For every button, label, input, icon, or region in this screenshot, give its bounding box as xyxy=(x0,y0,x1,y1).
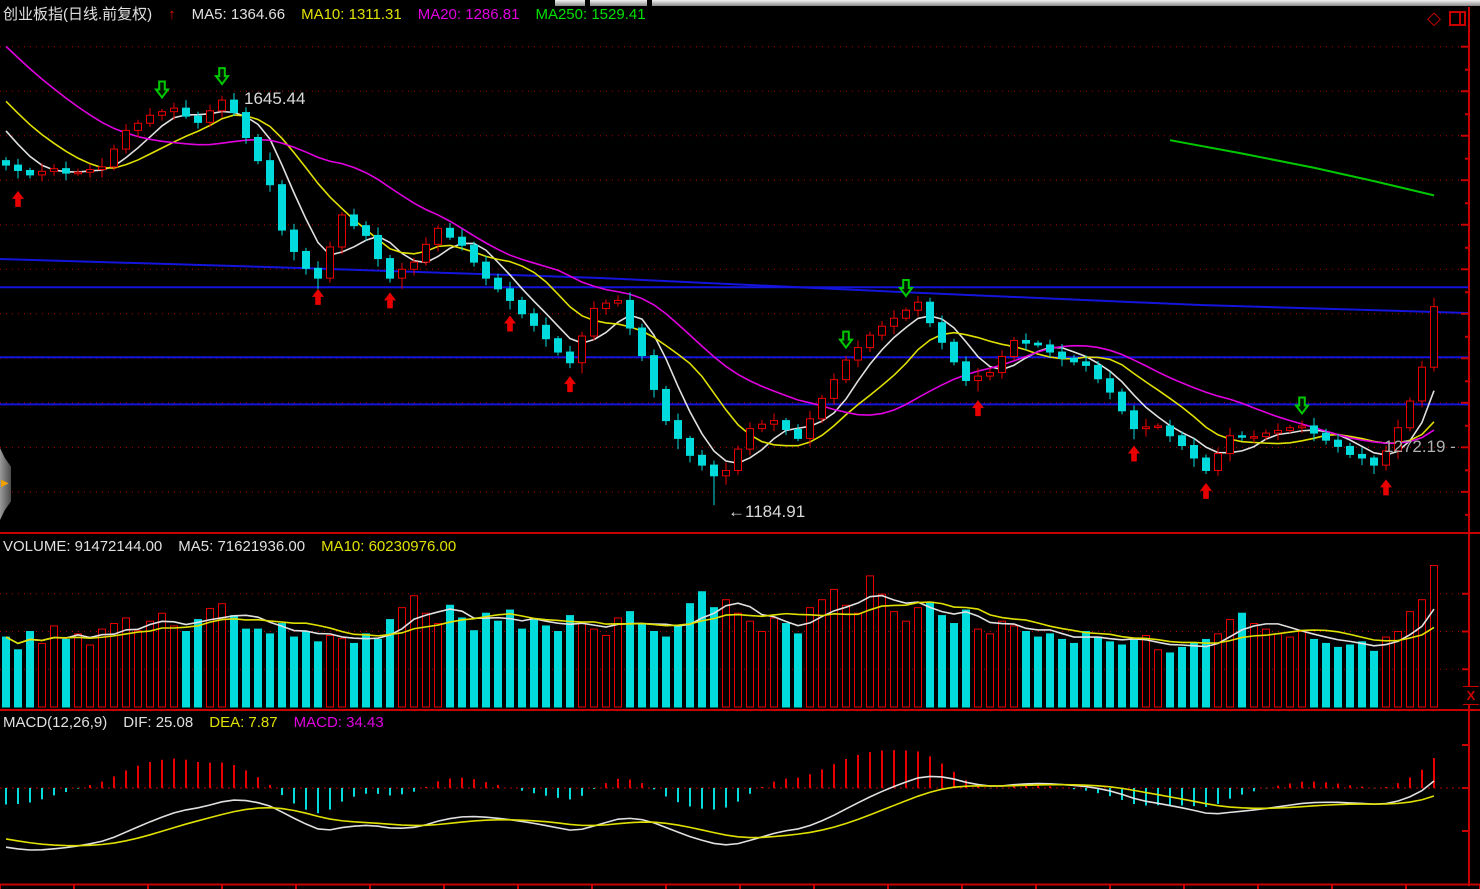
toolbar-notch xyxy=(585,0,590,6)
toolbar-notch xyxy=(647,0,652,6)
macd-params: MACD(12,26,9) xyxy=(3,714,108,731)
macd-value: MACD: 34.43 xyxy=(293,714,384,731)
ma5-value: MA5: 1364.66 xyxy=(191,6,286,23)
dea-value: DEA: 7.87 xyxy=(209,714,278,731)
top-toolbar-strip xyxy=(555,0,1480,6)
split-window-icon[interactable] xyxy=(1449,10,1466,26)
instrument-title: 创业板指(日线.前复权) xyxy=(3,6,153,23)
price-pane-header: 创业板指(日线.前复权) ↑ MA5: 1364.66 MA10: 1311.3… xyxy=(3,5,646,25)
close-indicator-button[interactable]: X xyxy=(1463,686,1479,705)
svg-text:1645.44: 1645.44 xyxy=(244,89,305,108)
ma20-value: MA20: 1286.81 xyxy=(417,6,520,23)
ma10-value: MA10: 1311.31 xyxy=(301,6,402,23)
macd-pane-header: MACD(12,26,9) DIF: 25.08 DEA: 7.87 MACD:… xyxy=(3,713,384,733)
dif-value: DIF: 25.08 xyxy=(123,714,194,731)
diamond-tool-icon[interactable]: ◇ xyxy=(1427,8,1441,28)
svg-text:←1184.91: ←1184.91 xyxy=(728,502,805,521)
buy-signal-icon: ↑ xyxy=(168,6,176,23)
volume-ma5-value: MA5: 71621936.00 xyxy=(178,538,306,555)
svg-text:1272.19 -: 1272.19 - xyxy=(1384,437,1456,456)
ma250-value: MA250: 1529.41 xyxy=(535,6,646,23)
volume-value: VOLUME: 91472144.00 xyxy=(3,538,163,555)
left-panel-expander[interactable]: ▶ xyxy=(0,448,11,520)
expander-arrow-icon: ▶ xyxy=(1,478,9,489)
volume-ma10-value: MA10: 60230976.00 xyxy=(321,538,457,555)
volume-pane-header: VOLUME: 91472144.00 MA5: 71621936.00 MA1… xyxy=(3,537,456,557)
